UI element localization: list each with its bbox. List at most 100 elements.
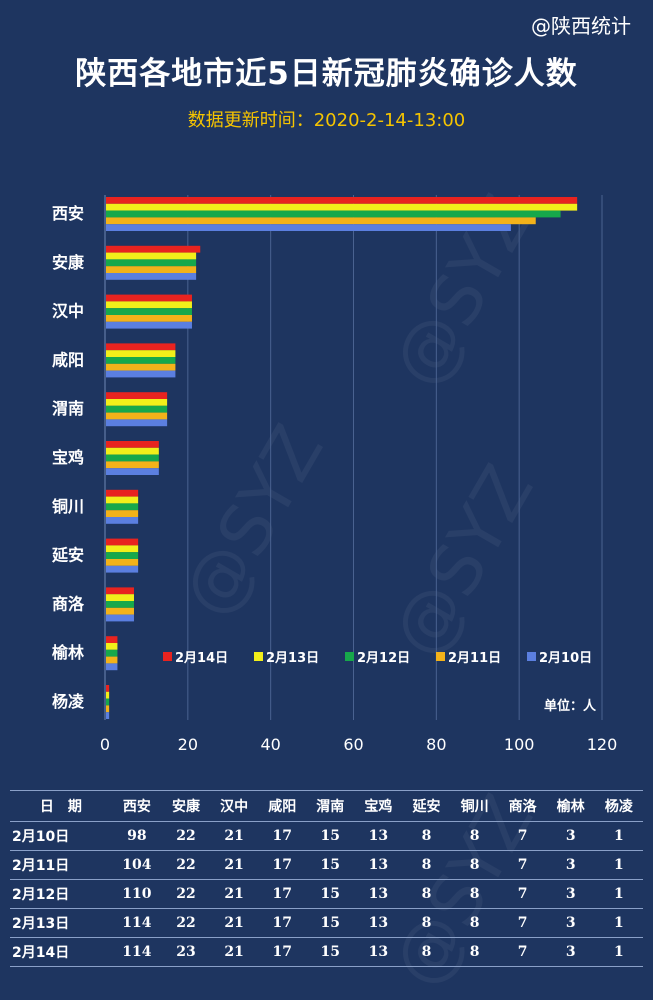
category-label: 延安	[51, 546, 84, 565]
category-label: 宝鸡	[52, 448, 84, 467]
table-cell: 13	[354, 850, 403, 880]
table-cell: 8	[450, 908, 499, 938]
row-date-cell: 2月14日	[10, 937, 112, 967]
bar-安康-2月14日	[106, 245, 201, 253]
table-cell: 7	[498, 908, 547, 938]
bar-杨凌-2月14日	[106, 685, 110, 692]
legend-swatch	[436, 652, 445, 661]
legend-label: 2月12日	[357, 651, 410, 666]
legend-label: 2月11日	[448, 651, 501, 666]
table-cell: 3	[546, 937, 595, 967]
category-label: 安康	[52, 253, 85, 272]
bar-榆林-2月12日	[106, 649, 118, 657]
bar-铜川-2月13日	[106, 496, 139, 504]
bar-商洛-2月11日	[106, 607, 134, 615]
table-header-cell: 商洛	[498, 790, 547, 822]
bar-商洛-2月13日	[106, 594, 134, 601]
data-table: 日 期西安 安康 汉中 咸阳 渭南 宝鸡 延安 铜川 商洛 榆林 杨凌 2月10日 98 22 21 17 1…	[10, 790, 643, 967]
table-cell: 1	[594, 908, 643, 938]
table-header-cell: 榆林	[546, 790, 595, 822]
bar-渭南-2月11日	[106, 412, 168, 420]
row-date-cell: 2月11日	[10, 850, 112, 880]
table-cell: 8	[450, 937, 499, 967]
bar-延安-2月14日	[106, 538, 139, 546]
bar-汉中-2月11日	[106, 315, 192, 322]
table-cell: 15	[306, 850, 355, 880]
row-date-cell: 2月12日	[10, 879, 112, 909]
x-tick-label: 60	[343, 735, 363, 754]
source-label: @陕西统计	[531, 14, 631, 38]
table-cell: 13	[354, 879, 403, 909]
bar-延安-2月12日	[106, 552, 139, 559]
bar-宝鸡-2月10日	[106, 468, 159, 475]
bar-榆林-2月11日	[106, 656, 118, 664]
table-cell: 15	[306, 908, 355, 938]
category-label: 榆林	[52, 643, 84, 662]
table-cell: 1	[594, 937, 643, 967]
table-cell: 8	[450, 879, 499, 909]
bar-安康-2月10日	[106, 273, 197, 280]
bar-咸阳-2月14日	[106, 343, 176, 351]
table-cell: 22	[161, 879, 211, 909]
table-header-cell: 安康	[161, 790, 211, 822]
x-tick-label: 20	[178, 735, 198, 754]
bar-汉中-2月12日	[106, 308, 192, 315]
legend-swatch	[345, 652, 354, 661]
category-label: 咸阳	[52, 350, 84, 369]
bar-铜川-2月10日	[106, 517, 139, 524]
table-header-cell: 延安	[402, 790, 451, 822]
table-cell: 7	[498, 879, 547, 909]
bar-安康-2月13日	[106, 252, 197, 260]
chart-title: 陕西各地市近5日新冠肺炎确诊人数	[75, 56, 578, 92]
bar-宝鸡-2月11日	[106, 461, 159, 469]
table-header-cell: 渭南	[306, 790, 355, 822]
table-cell: 8	[450, 850, 499, 880]
table-cell: 8	[402, 908, 451, 938]
bar-西安-2月10日	[106, 224, 511, 231]
legend-swatch	[527, 652, 536, 661]
x-tick-label: 40	[260, 735, 280, 754]
table-cell: 7	[498, 821, 547, 851]
table-cell: 3	[546, 908, 595, 938]
table-cell: 8	[402, 850, 451, 880]
bar-铜川-2月14日	[106, 489, 139, 497]
bar-杨凌-2月13日	[106, 691, 110, 699]
bar-商洛-2月12日	[106, 601, 134, 608]
table-header-row: 日 期西安 安康 汉中 咸阳 渭南 宝鸡 延安 铜川 商洛 榆林 杨凌	[10, 790, 643, 822]
bar-宝鸡-2月12日	[106, 454, 159, 462]
table-cell: 13	[354, 821, 403, 851]
table-cell: 21	[210, 937, 259, 967]
bar-渭南-2月14日	[106, 392, 168, 399]
bar-榆林-2月10日	[106, 663, 118, 671]
bar-宝鸡-2月14日	[106, 441, 159, 448]
table-cell: 17	[258, 908, 307, 938]
x-tick-label: 120	[587, 735, 618, 754]
bar-汉中-2月13日	[106, 301, 192, 309]
legend-swatch	[254, 652, 263, 661]
update-time: 数据更新时间：2020-2-14-13:00	[187, 110, 466, 131]
bar-延安-2月10日	[106, 565, 139, 573]
table-cell: 104	[111, 850, 162, 880]
category-label: 渭南	[52, 399, 84, 418]
bar-榆林-2月13日	[106, 643, 118, 650]
category-label: 商洛	[52, 594, 85, 613]
category-label: 铜川	[52, 497, 84, 516]
bar-延安-2月11日	[106, 559, 139, 566]
table-header-cell: 日 期	[10, 790, 112, 822]
table-cell: 15	[306, 821, 355, 851]
table-cell: 17	[258, 850, 307, 880]
bar-渭南-2月13日	[106, 399, 168, 406]
table-cell: 3	[546, 850, 595, 880]
table-cell: 3	[546, 879, 595, 909]
x-tick-label: 100	[504, 735, 535, 754]
table-cell: 8	[402, 937, 451, 967]
table-cell: 21	[210, 908, 259, 938]
table-cell: 17	[258, 821, 307, 851]
table-cell: 13	[354, 937, 403, 967]
table-cell: 23	[161, 937, 211, 967]
table-row: 2月10日 98 22 21 17 15 13 8 8 7 3 1	[10, 821, 643, 851]
table-cell: 17	[258, 879, 307, 909]
bar-咸阳-2月10日	[106, 370, 176, 378]
bar-渭南-2月10日	[106, 419, 168, 427]
x-tick-label: 80	[426, 735, 446, 754]
